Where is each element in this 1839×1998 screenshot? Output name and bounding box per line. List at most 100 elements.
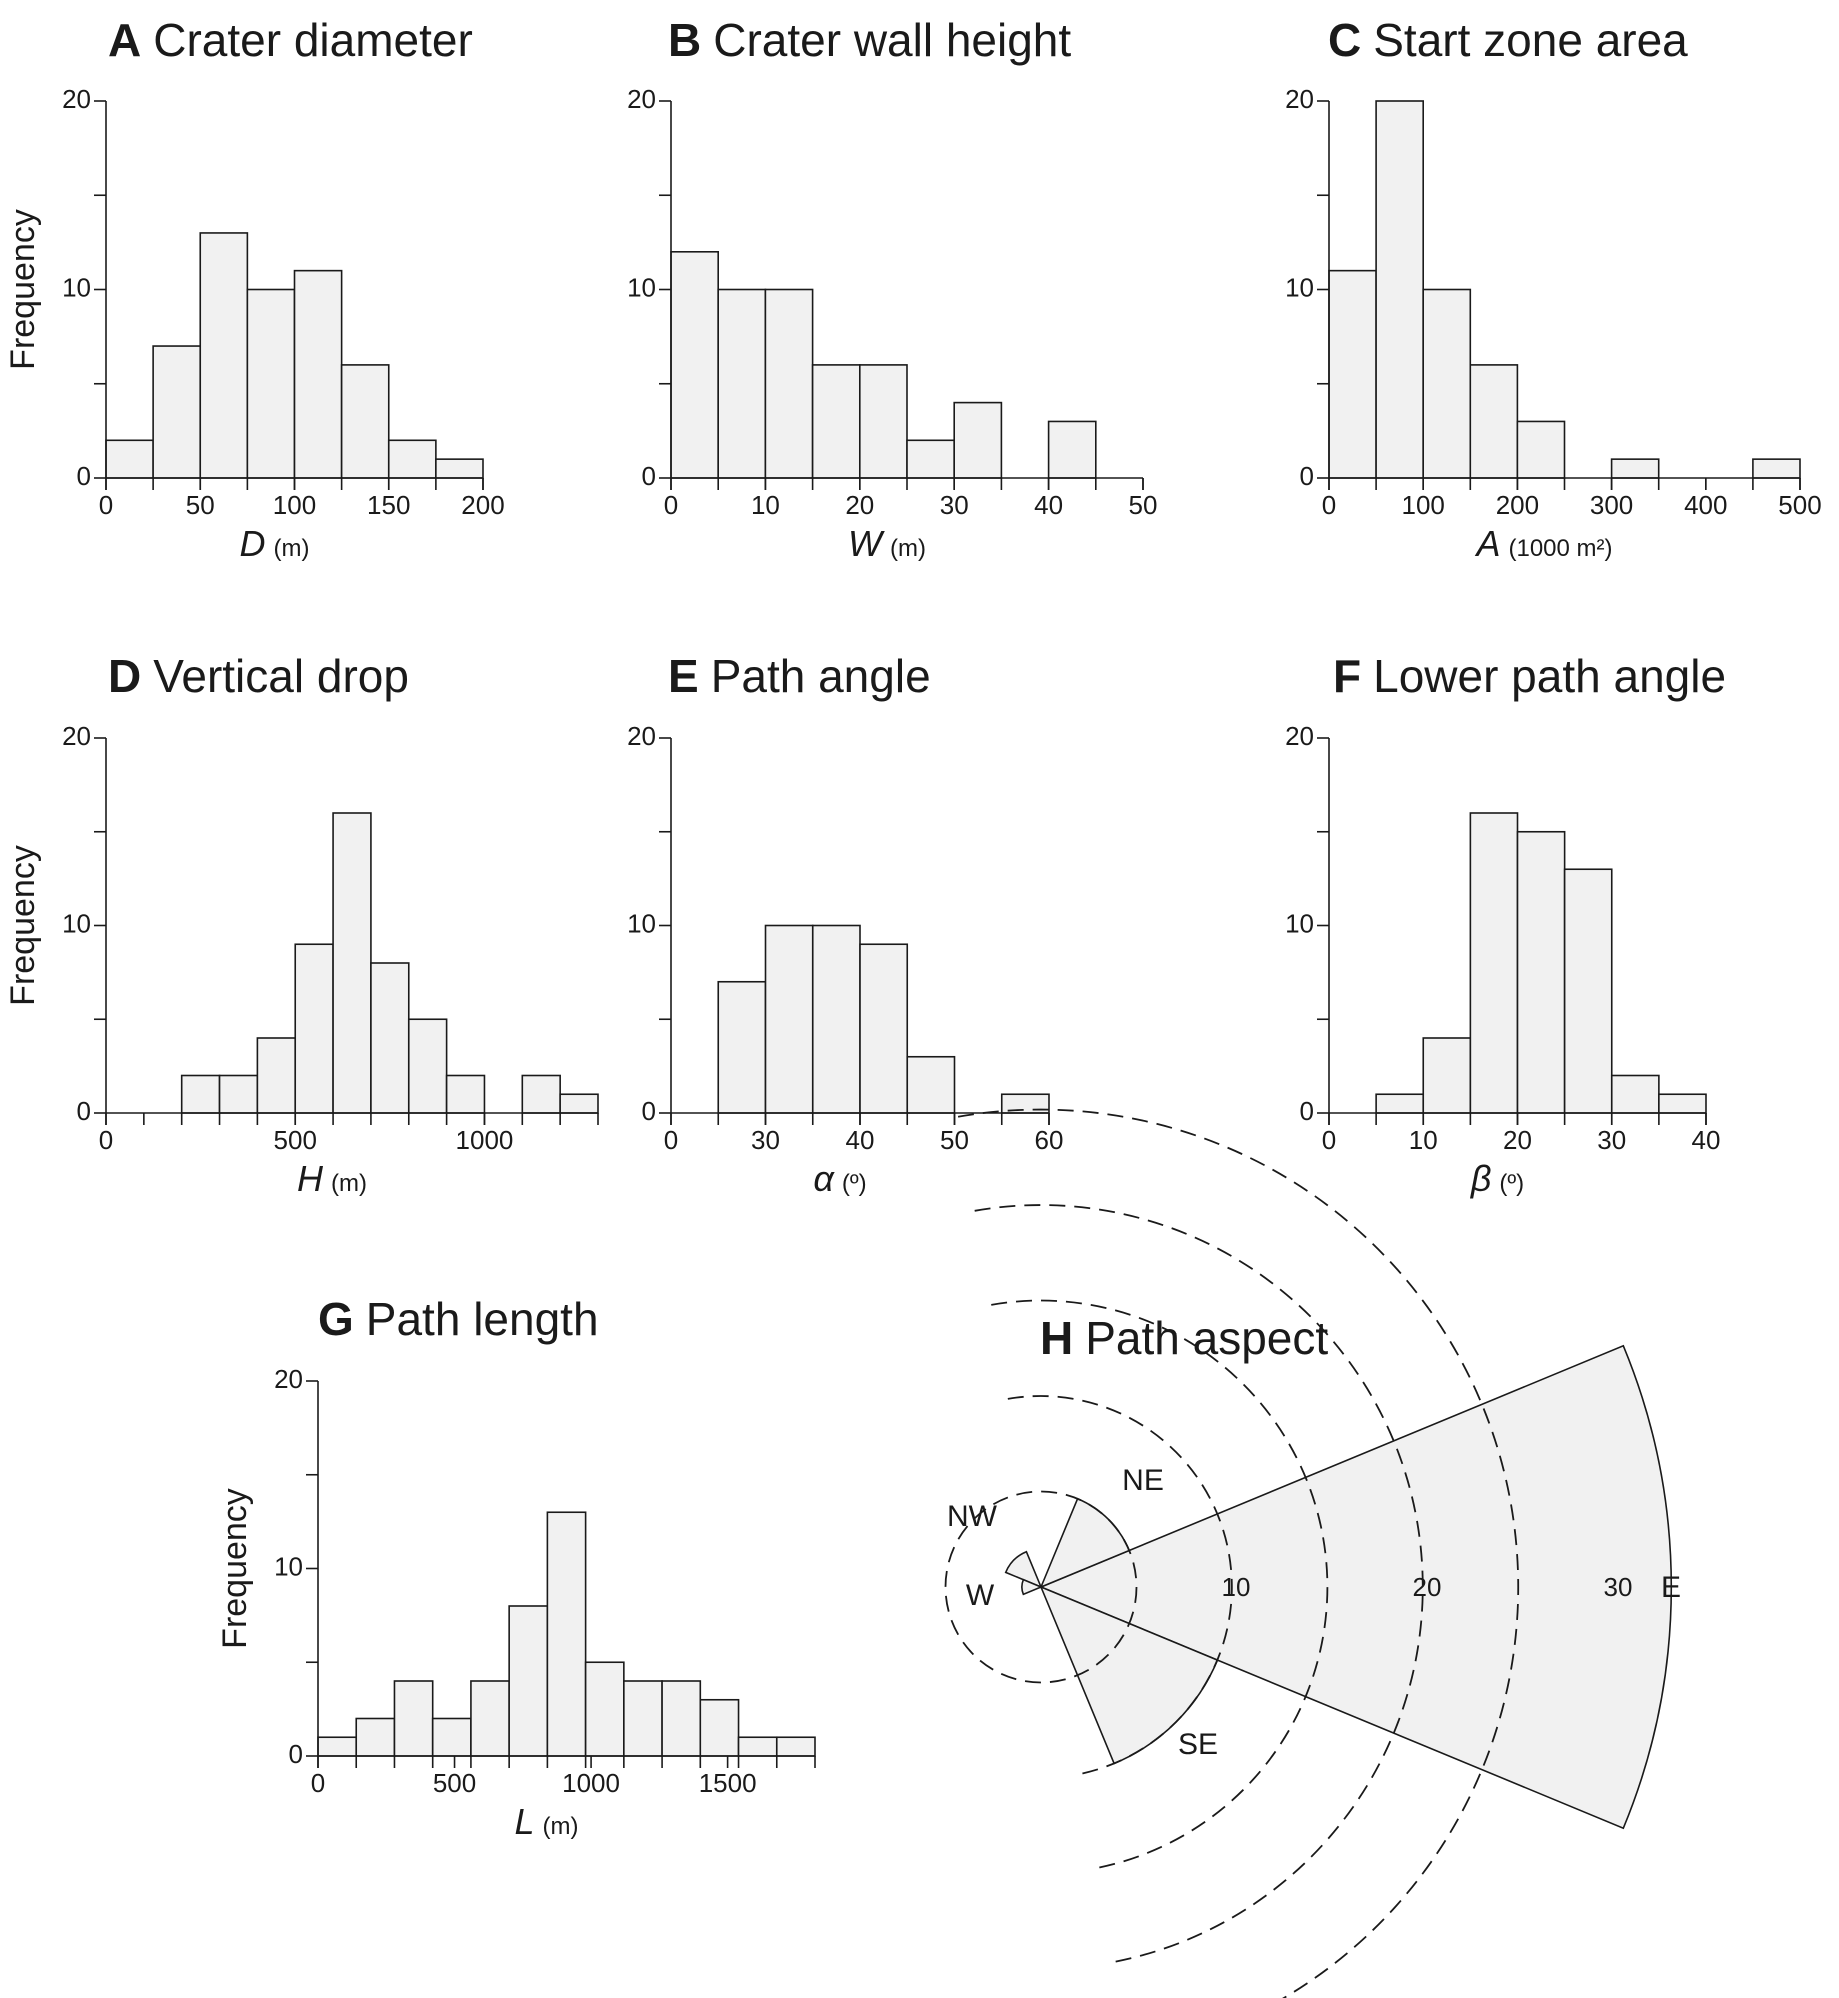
bar (370, 962, 410, 1114)
rose-ring (991, 1299, 1329, 1871)
y-tick-label: 0 (77, 1096, 91, 1126)
rose-direction-label-ne: NE (1122, 1464, 1164, 1497)
bar (623, 1680, 663, 1757)
y-tick-label: 10 (1285, 272, 1314, 302)
x-tick-label: 500 (433, 1768, 476, 1798)
x-axis-symbol: A (1474, 523, 1500, 564)
rose-direction-label-se: SE (1178, 1728, 1218, 1761)
bar (1516, 420, 1566, 479)
y-tick-label: 10 (1285, 908, 1314, 938)
x-axis-unit: (m) (543, 1813, 579, 1840)
y-tick-label: 0 (77, 461, 91, 491)
bar (1328, 269, 1377, 479)
bar (717, 288, 767, 479)
x-tick-label: 50 (940, 1125, 969, 1155)
x-tick-label: 30 (751, 1125, 780, 1155)
x-tick-label: 0 (664, 1125, 678, 1155)
bar (1658, 1093, 1707, 1114)
bar (355, 1717, 396, 1757)
bar (775, 1736, 816, 1757)
bar (953, 401, 1003, 479)
x-axis-unit: (m) (274, 535, 310, 562)
x-tick-label: 100 (1402, 490, 1445, 520)
x-axis-label: β (º) (1470, 1158, 1524, 1199)
x-axis-unit: (º) (842, 1170, 867, 1197)
rose-sector-nw (1004, 1550, 1043, 1589)
y-tick-label: 20 (627, 84, 656, 114)
bar (906, 1055, 956, 1114)
panel-letter: A (108, 14, 141, 66)
y-tick-label: 0 (642, 1096, 656, 1126)
x-tick-label: 1500 (699, 1768, 757, 1798)
x-tick-label: 20 (845, 490, 874, 520)
y-tick-label: 10 (627, 272, 656, 302)
rose-ring-label: 30 (1604, 1572, 1633, 1602)
x-tick-label: 300 (1590, 490, 1633, 520)
x-tick-label: 10 (1409, 1125, 1438, 1155)
panel-title-text: Path aspect (1085, 1312, 1328, 1364)
bar (508, 1605, 549, 1757)
y-tick-label: 20 (1285, 721, 1314, 751)
bar (559, 1093, 599, 1114)
bar (1375, 100, 1424, 479)
x-axis-unit: (1000 m²) (1508, 535, 1612, 562)
y-tick-label: 10 (62, 908, 91, 938)
panel-title: G Path length (318, 1293, 599, 1345)
bar (859, 943, 909, 1114)
bar (180, 1074, 221, 1114)
x-axis-label: D (m) (240, 523, 310, 564)
x-tick-label: 200 (1496, 490, 1539, 520)
bar (218, 1074, 259, 1114)
bar (858, 364, 908, 479)
x-axis-label: W (m) (848, 523, 926, 564)
bar (431, 1717, 472, 1757)
bar (393, 1680, 434, 1757)
panel-title: H Path aspect (1040, 1312, 1328, 1364)
x-tick-label: 1000 (456, 1125, 514, 1155)
x-axis-symbol: H (297, 1158, 324, 1199)
bar (717, 980, 767, 1114)
x-axis-label: α (º) (813, 1158, 866, 1199)
bar (1610, 1074, 1660, 1114)
bar (1422, 1037, 1472, 1114)
bar (1752, 458, 1801, 479)
bar (1469, 812, 1519, 1114)
panel-title: F Lower path angle (1333, 650, 1726, 702)
x-axis-unit: (m) (331, 1170, 367, 1197)
panel-b: B Crater wall height 0 10 20 0 10 20 30 40 50 W (m) (627, 14, 1157, 564)
rose-ring (1007, 1395, 1233, 1776)
bar (737, 1736, 778, 1757)
x-tick-label: 200 (461, 490, 504, 520)
panel-letter: F (1333, 650, 1361, 702)
panel-title-text: Crater diameter (153, 14, 473, 66)
y-tick-label: 10 (62, 272, 91, 302)
bar (246, 288, 296, 479)
y-tick-label: 0 (642, 461, 656, 491)
bar (387, 439, 437, 479)
rose-direction-label-nw: NW (947, 1500, 998, 1533)
panel-title-text: Path angle (711, 650, 931, 702)
y-axis-label: Frequency (4, 845, 42, 1006)
rose-sector-w (1021, 1578, 1044, 1596)
panel-title: C Start zone area (1328, 14, 1688, 66)
x-tick-label: 60 (1035, 1125, 1064, 1155)
x-axis-symbol: β (1470, 1158, 1492, 1199)
bar (906, 439, 956, 479)
panel-e: E Path angle 0 10 20 0 30 40 50 60 α (º) (627, 650, 1063, 1199)
rose-ring-label: 10 (1222, 1572, 1251, 1602)
x-tick-label: 500 (1778, 490, 1821, 520)
x-tick-label: 0 (1322, 490, 1336, 520)
bar (340, 364, 390, 479)
panel-h: H Path aspect 10 20 30 E NE SE NW W (944, 1108, 1681, 1998)
panel-title: D Vertical drop (108, 650, 409, 702)
bar (256, 1037, 297, 1114)
bar (1610, 458, 1660, 479)
bar (1516, 830, 1566, 1114)
bar (811, 364, 861, 479)
x-tick-label: 20 (1503, 1125, 1532, 1155)
bar (811, 924, 861, 1114)
x-tick-label: 0 (1322, 1125, 1336, 1155)
bar (435, 458, 484, 479)
y-axis-label: Frequency (216, 1488, 254, 1649)
